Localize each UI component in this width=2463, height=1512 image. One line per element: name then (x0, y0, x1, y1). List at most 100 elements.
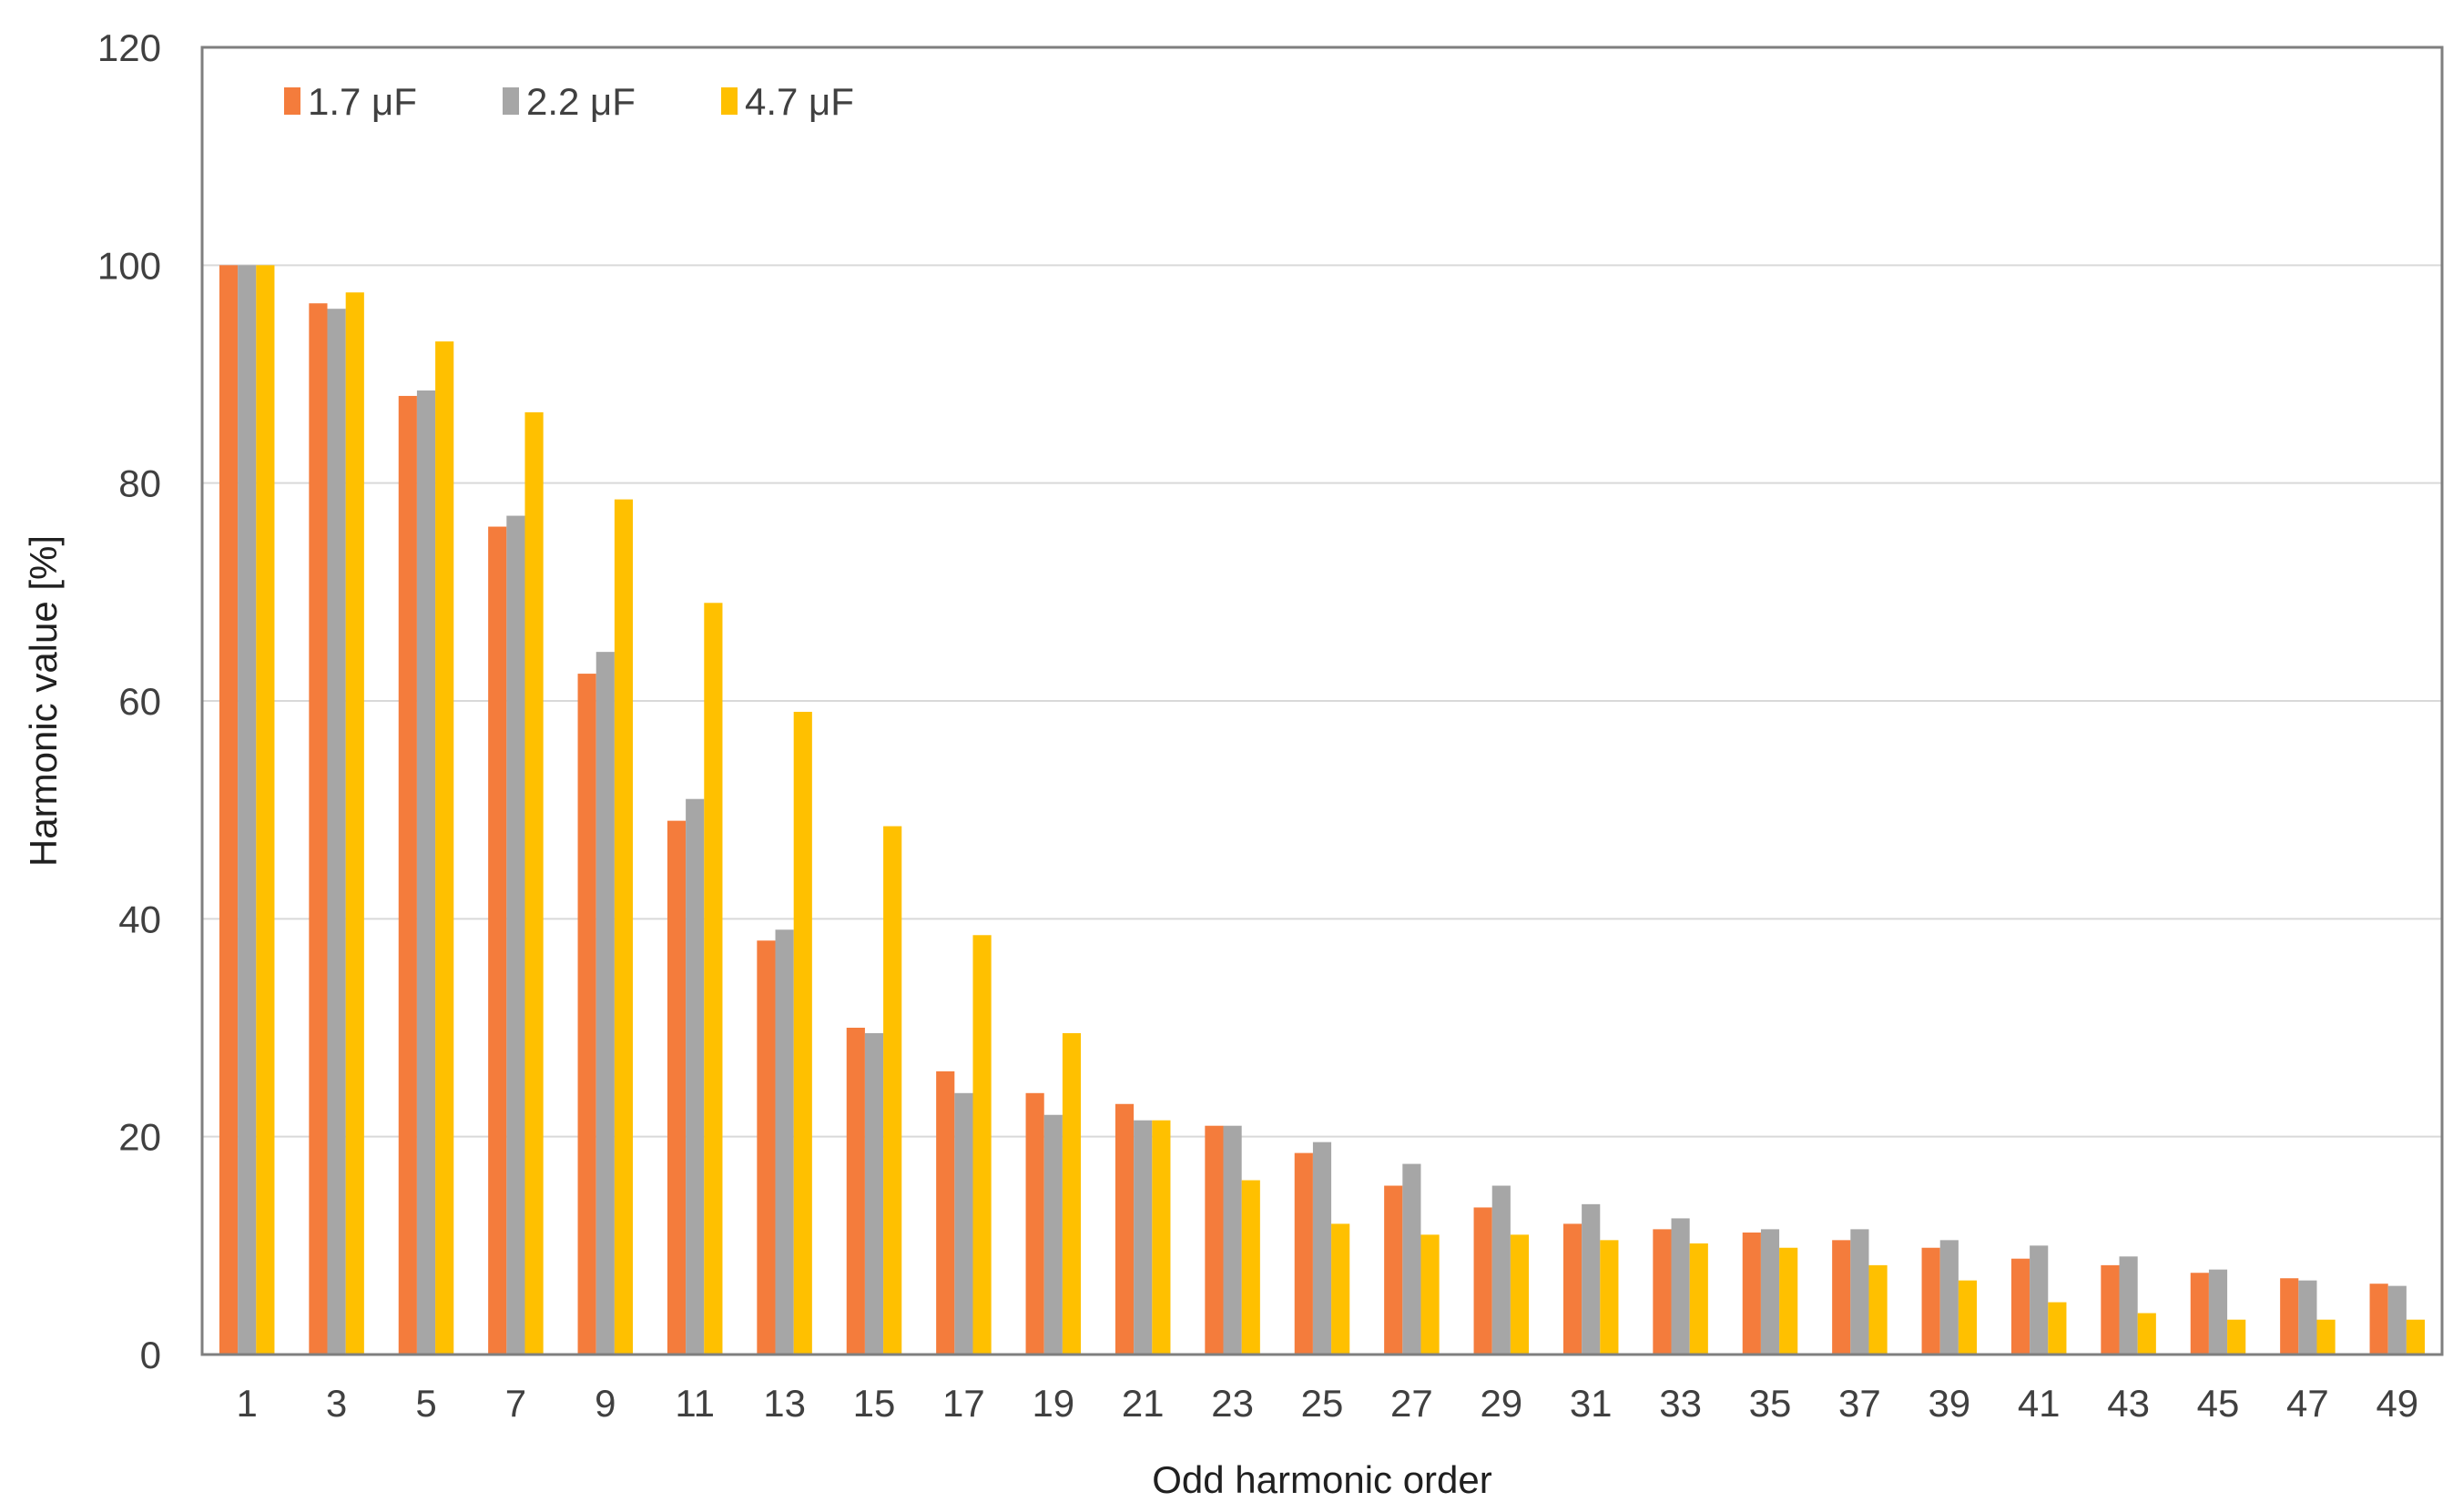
legend-swatch (721, 87, 738, 115)
x-tick-label: 1 (237, 1382, 258, 1425)
x-tick-label: 3 (326, 1382, 347, 1425)
bar (1043, 1114, 1063, 1355)
bar (1868, 1264, 1888, 1355)
bar (1832, 1240, 1851, 1355)
bar (775, 929, 794, 1355)
bar (2369, 1284, 2388, 1355)
bar (2387, 1285, 2407, 1355)
bar (256, 265, 275, 1355)
x-tick-label: 17 (942, 1382, 985, 1425)
bar (793, 711, 812, 1355)
bar (524, 411, 544, 1355)
bar (1582, 1203, 1601, 1355)
y-tick-label: 40 (118, 898, 161, 940)
x-tick-label: 35 (1749, 1382, 1792, 1425)
bar (345, 292, 364, 1355)
y-tick-label: 80 (118, 462, 161, 505)
bar (1384, 1185, 1403, 1355)
legend-swatch (284, 87, 300, 115)
bar (2316, 1319, 2336, 1355)
x-tick-label: 19 (1032, 1382, 1074, 1425)
bar (1331, 1223, 1350, 1355)
y-tick-label: 100 (97, 244, 161, 287)
x-axis-title: Odd harmonic order (1152, 1458, 1492, 1501)
bar (954, 1092, 973, 1355)
legend-label: 1.7 μF (308, 80, 417, 123)
bar (2010, 1258, 2030, 1355)
x-tick-label: 29 (1480, 1382, 1522, 1425)
bar (1402, 1163, 1421, 1355)
bar (2119, 1256, 2138, 1355)
x-tick-label: 11 (675, 1382, 715, 1425)
x-tick-label: 21 (1122, 1382, 1165, 1425)
bar (614, 499, 634, 1355)
x-tick-label: 37 (1838, 1382, 1881, 1425)
bar (1671, 1218, 1690, 1355)
bar (2227, 1319, 2246, 1355)
x-tick-label: 13 (763, 1382, 806, 1425)
bar (1921, 1247, 1940, 1355)
bar (667, 820, 687, 1355)
x-tick-label: 33 (1659, 1382, 1702, 1425)
x-tick-label: 41 (2018, 1382, 2061, 1425)
x-tick-label: 7 (505, 1382, 526, 1425)
bar (1653, 1229, 1672, 1355)
bar (2048, 1302, 2067, 1355)
bar (327, 309, 346, 1355)
bar (972, 935, 992, 1355)
bar (416, 390, 436, 1355)
x-tick-label: 15 (853, 1382, 896, 1425)
bar (1939, 1240, 1959, 1355)
legend: 1.7 μF 2.2 μF 4.7 μF (284, 80, 854, 123)
bar (1420, 1234, 1440, 1355)
bar (1241, 1180, 1260, 1355)
gridlines (202, 264, 2442, 1138)
bar (1491, 1185, 1511, 1355)
bar (1850, 1229, 1869, 1355)
legend-label: 4.7 μF (745, 80, 854, 123)
bar (595, 652, 615, 1355)
bar (1742, 1232, 1761, 1355)
bar (577, 674, 596, 1355)
legend-swatch (503, 87, 519, 115)
bar (757, 940, 776, 1355)
bar (1114, 1103, 1135, 1355)
x-tick-label: 39 (1928, 1382, 1970, 1425)
bar (883, 826, 902, 1355)
bar (1134, 1120, 1153, 1355)
bar (488, 526, 507, 1355)
x-tick-label: 25 (1301, 1382, 1344, 1425)
bar (1223, 1125, 1242, 1355)
bar (2208, 1269, 2228, 1355)
bars (219, 265, 2426, 1355)
bar (686, 798, 705, 1355)
bar (1779, 1247, 1798, 1355)
x-tick-label: 23 (1211, 1382, 1254, 1425)
bar (2137, 1313, 2156, 1355)
bar (1152, 1120, 1171, 1355)
bar (1510, 1234, 1530, 1355)
bar (398, 395, 417, 1355)
bar (1205, 1125, 1224, 1355)
bar (2406, 1319, 2426, 1355)
x-tick-label: 5 (415, 1382, 436, 1425)
bar (1473, 1207, 1492, 1355)
bar (846, 1028, 865, 1355)
bar (1760, 1229, 1780, 1355)
bar (1025, 1092, 1044, 1355)
bar (864, 1032, 884, 1355)
x-tick-label: 43 (2107, 1382, 2150, 1425)
bar (936, 1071, 955, 1355)
bar (309, 303, 328, 1355)
x-tick-label: 47 (2286, 1382, 2329, 1425)
bar (1062, 1032, 1082, 1355)
x-tick-label: 45 (2197, 1382, 2240, 1425)
plot-area-border (200, 46, 2444, 1356)
y-axis-title: Harmonic value [%] (22, 535, 65, 867)
x-tick-label: 31 (1570, 1382, 1613, 1425)
x-tick-label: 27 (1390, 1382, 1433, 1425)
y-tick-label: 20 (118, 1116, 161, 1159)
bar (506, 515, 525, 1355)
bar (435, 341, 454, 1355)
